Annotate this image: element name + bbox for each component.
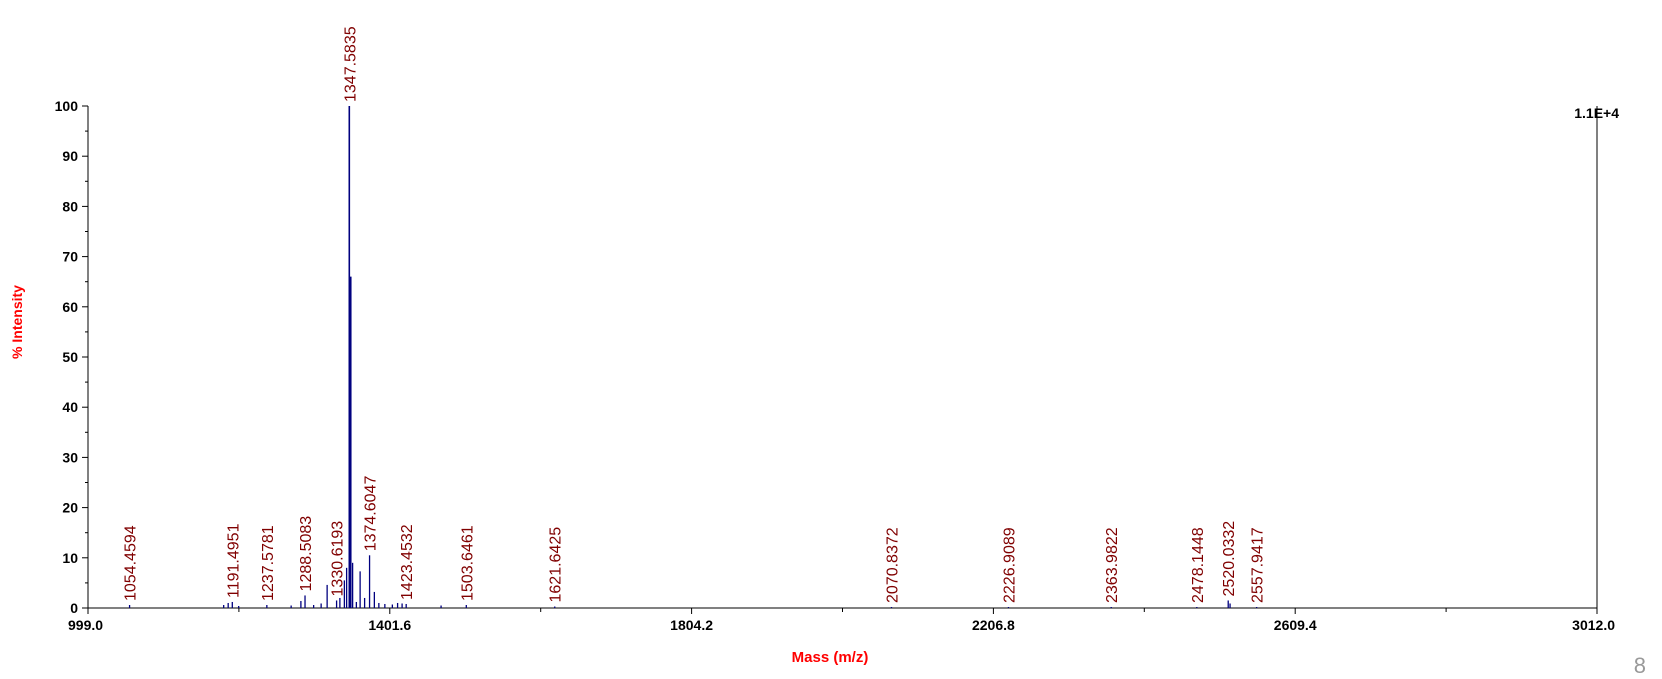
y-tick-label: 20 [62, 500, 78, 516]
peak-label: 2363.9822 [1104, 527, 1121, 603]
x-tick-label: 2206.8 [972, 617, 1015, 633]
peak-label: 2478.1448 [1190, 527, 1207, 603]
y-tick-label: 90 [62, 148, 78, 164]
x-tick-label: 1804.2 [670, 617, 713, 633]
x-axis-ticks: 999.0 1401.6 1804.2 2206.8 2609.4 3012.0 [68, 608, 1615, 633]
peak-label: 1191.4951 [225, 523, 242, 598]
y-tick-label: 60 [62, 299, 78, 315]
max-intensity-label: 1.1E+4 [1574, 105, 1619, 121]
y-tick-label: 80 [62, 198, 78, 214]
peak-label: 2226.9089 [1001, 527, 1018, 603]
x-tick-label: 1401.6 [368, 617, 411, 633]
y-tick-label: 50 [62, 349, 78, 365]
y-tick-label: 70 [62, 249, 78, 265]
peak-label: 2070.8372 [884, 527, 901, 603]
peak-label: 2520.0332 [1221, 521, 1238, 597]
y-tick-label: 40 [62, 399, 78, 415]
y-tick-label: 10 [62, 550, 78, 566]
peak-label: 1621.6425 [548, 527, 565, 603]
peak-label: 1374.6047 [363, 476, 380, 552]
x-tick-label: 2609.4 [1274, 617, 1317, 633]
y-tick-label: 100 [55, 98, 79, 114]
peak-label: 1503.6461 [459, 525, 476, 601]
x-axis-label: Mass (m/z) [792, 649, 869, 666]
peak-label: 1423.4532 [399, 524, 416, 600]
peak-labels: 1054.4594 1191.4951 1237.5781 1288.5083 1330… [123, 26, 1267, 603]
peak-label: 1237.5781 [260, 525, 277, 601]
y-axis-ticks: 0 10 20 30 40 50 60 70 80 90 100 [55, 98, 88, 616]
peak-label: 2557.9417 [1250, 527, 1267, 603]
spectrum-series [128, 106, 1258, 608]
y-tick-label: 0 [70, 600, 78, 616]
x-tick-label: 999.0 [68, 617, 103, 633]
y-tick-label: 30 [62, 449, 78, 465]
peak-label: 1288.5083 [298, 516, 315, 592]
page-number: 8 [1633, 653, 1646, 678]
y-axis-label: % Intensity [9, 285, 25, 359]
x-tick-label: 3012.0 [1572, 617, 1615, 633]
peak-label: 1054.4594 [123, 525, 140, 601]
peak-label: 1330.6193 [330, 521, 347, 597]
peak-label: 1347.5835 [342, 26, 359, 102]
